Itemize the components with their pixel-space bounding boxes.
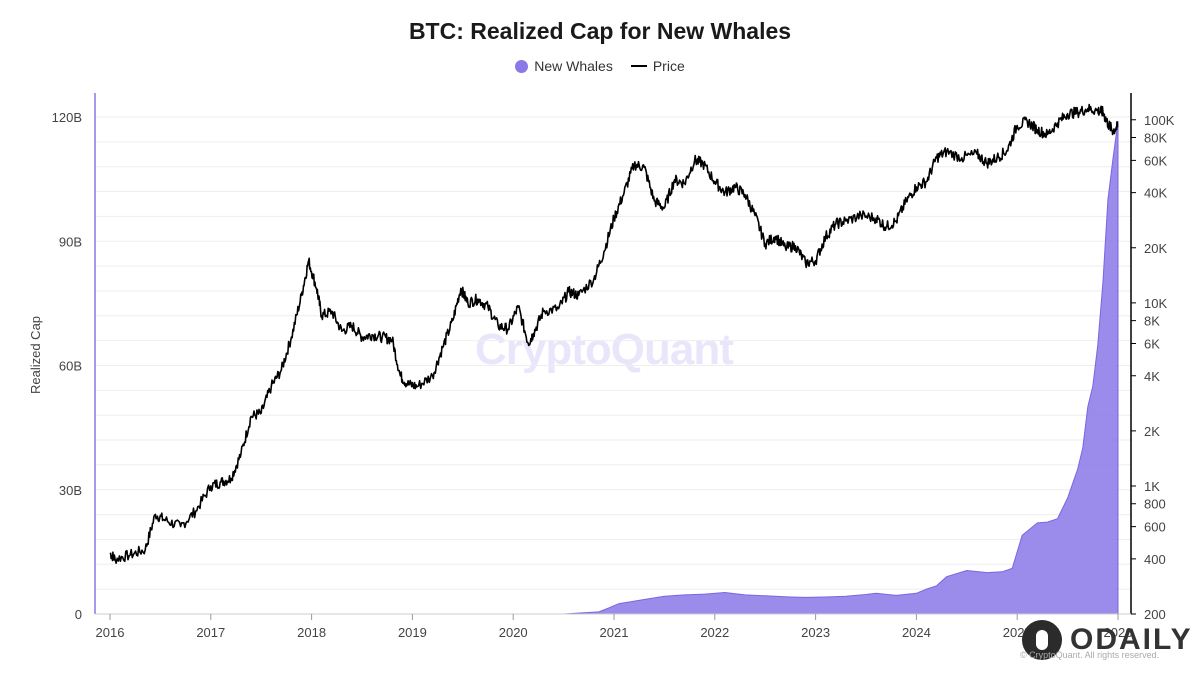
left-axis-ticks: 0 30B 60B 90B 120B xyxy=(52,110,82,622)
grid-lines xyxy=(95,116,1131,615)
x-tick-label: 2018 xyxy=(297,625,326,640)
legend-label-price: Price xyxy=(652,58,685,74)
right-y-tick-label: 200 xyxy=(1144,607,1166,622)
right-y-tick-label: 400 xyxy=(1144,552,1166,567)
right-y-tick-label: 1K xyxy=(1144,479,1160,494)
price-line-layer xyxy=(109,103,1119,564)
right-y-tick-label: 600 xyxy=(1144,520,1166,535)
left-y-tick-label: 90B xyxy=(59,234,82,249)
chart-title: BTC: Realized Cap for New Whales xyxy=(408,18,792,44)
right-y-tick-label: 100K xyxy=(1144,113,1175,128)
x-axis-ticks: 2016 2017 2018 2019 2020 2021 2022 2023 2024 2025… xyxy=(96,614,1133,640)
price-line xyxy=(109,103,1119,564)
odaily-logo-icon xyxy=(1022,620,1062,660)
copyright-text: © CryptoQuant. All rights reserved. xyxy=(1020,650,1160,660)
x-tick-label: 2024 xyxy=(902,625,931,640)
right-y-tick-label: 20K xyxy=(1144,241,1167,256)
odaily-brand: ODAILY xyxy=(1022,620,1193,660)
x-tick-label: 2021 xyxy=(600,625,629,640)
right-y-tick-label: 6K xyxy=(1144,337,1160,352)
legend-marker-price xyxy=(630,65,647,67)
odaily-brand-text: ODAILY xyxy=(1070,623,1193,656)
right-y-tick-label: 4K xyxy=(1144,369,1160,384)
legend-item-price[interactable]: Price xyxy=(630,58,685,74)
left-y-tick-label: 30B xyxy=(59,483,82,498)
legend-item-new-whales[interactable]: New Whales xyxy=(515,58,613,74)
right-y-tick-label: 2K xyxy=(1144,424,1160,439)
right-axis-ticks: 200 400 600 800 1K 2K 4K 6K 8K 10K 20K 40K 60K 80K 100… xyxy=(1131,113,1175,622)
right-y-tick-label: 800 xyxy=(1144,497,1166,512)
left-y-tick-label: 60B xyxy=(59,359,82,374)
right-y-tick-label: 60K xyxy=(1144,153,1167,168)
x-tick-label: 2016 xyxy=(96,625,125,640)
left-y-tick-label: 0 xyxy=(75,607,82,622)
x-tick-label: 2019 xyxy=(398,625,427,640)
right-y-tick-label: 8K xyxy=(1144,314,1160,329)
x-tick-label: 2023 xyxy=(801,625,830,640)
legend-label-new-whales: New Whales xyxy=(534,58,613,74)
axes xyxy=(94,93,1132,615)
new-whales-area-layer xyxy=(110,121,1119,615)
legend-marker-new-whales xyxy=(515,59,529,73)
y-axis-label: Realized Cap xyxy=(28,316,43,394)
x-tick-label: 2020 xyxy=(499,625,528,640)
right-y-tick-label: 40K xyxy=(1144,186,1167,201)
right-y-tick-label: 80K xyxy=(1144,131,1167,146)
right-y-tick-label: 10K xyxy=(1144,296,1167,311)
x-tick-label: 2026 xyxy=(1104,625,1133,640)
left-y-tick-label: 120B xyxy=(52,110,82,125)
new-whales-area xyxy=(110,121,1119,615)
x-tick-label: 2017 xyxy=(196,625,225,640)
legend: New Whales Price xyxy=(0,58,1200,74)
x-tick-label: 2022 xyxy=(700,625,729,640)
